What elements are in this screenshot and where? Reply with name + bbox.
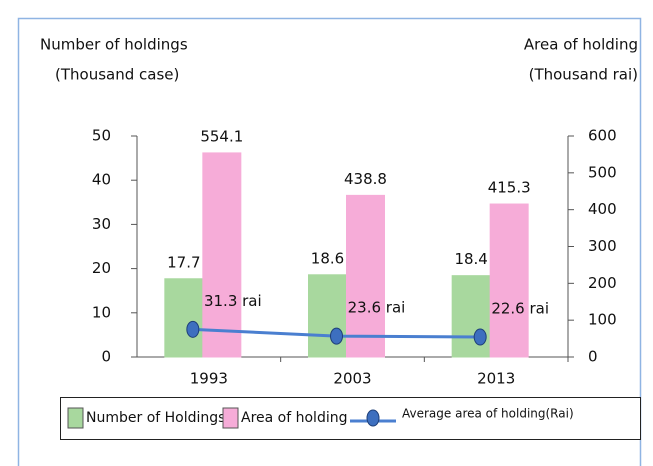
bar <box>489 203 529 358</box>
line-label: 23.6 rai <box>348 299 406 317</box>
y-tick-label: 0 <box>101 348 111 366</box>
y-tick-label: 50 <box>92 127 111 145</box>
line-marker <box>473 328 487 346</box>
bar-label: 17.7 <box>167 253 200 271</box>
y-axis-title: (Thousand case) <box>55 66 179 84</box>
y2-tick-label: 300 <box>588 237 617 255</box>
y-tick-label: 20 <box>92 259 111 277</box>
legend-label: Number of Holdings <box>86 410 225 426</box>
line-label: 31.3 rai <box>204 292 262 310</box>
bar <box>451 275 491 358</box>
bar-label: 438.8 <box>344 170 387 188</box>
bar-label: 554.1 <box>200 127 243 145</box>
y2-tick-label: 100 <box>588 311 617 329</box>
line-label: 22.6 rai <box>491 300 549 318</box>
y2-axis-title: Area of holding <box>524 36 638 54</box>
frame <box>17 17 642 466</box>
y2-tick-label: 200 <box>588 274 617 292</box>
legend-swatch <box>366 409 380 427</box>
bar <box>164 278 204 358</box>
x-tick-label: 2003 <box>333 370 371 388</box>
y2-tick-label: 600 <box>588 127 617 145</box>
legend-label: Area of holding <box>241 410 347 426</box>
y-tick-label: 30 <box>92 215 111 233</box>
x-tick-label: 2013 <box>477 370 515 388</box>
bar <box>202 152 242 358</box>
line-marker <box>186 320 200 338</box>
legend-label: Average area of holding(Rai) <box>402 407 574 421</box>
line-marker <box>330 327 343 345</box>
y-axis-title: Number of holdings <box>40 36 188 54</box>
y-tick-label: 10 <box>92 303 111 321</box>
x-tick-label: 1993 <box>190 370 228 388</box>
bar-label: 18.6 <box>311 249 344 267</box>
y2-tick-label: 0 <box>588 348 598 366</box>
legend-swatch <box>67 407 84 429</box>
bar-label: 18.4 <box>454 250 487 268</box>
bar <box>346 194 385 358</box>
bar <box>308 274 347 358</box>
y2-tick-label: 400 <box>588 200 617 218</box>
legend-box <box>60 397 641 440</box>
y2-tick-label: 500 <box>588 163 617 181</box>
y-tick-label: 40 <box>92 171 111 189</box>
y2-axis-title: (Thousand rai) <box>529 66 638 84</box>
legend-swatch <box>222 407 239 429</box>
bar-label: 415.3 <box>488 179 531 197</box>
